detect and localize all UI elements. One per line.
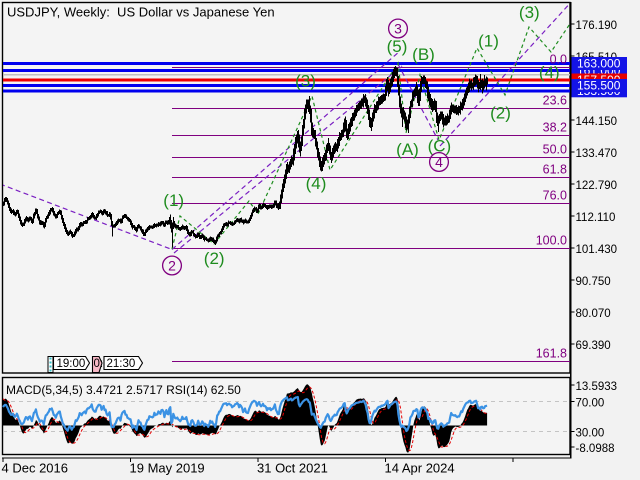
svg-text:2: 2 — [168, 258, 176, 274]
svg-text:3: 3 — [394, 21, 402, 37]
svg-text:100.0: 100.0 — [536, 233, 567, 247]
svg-text:(1): (1) — [163, 191, 184, 210]
svg-text:(2): (2) — [204, 249, 225, 268]
svg-text:19 May 2019: 19 May 2019 — [130, 461, 205, 476]
svg-text:(3): (3) — [295, 72, 316, 91]
svg-text:38.2: 38.2 — [543, 120, 567, 134]
svg-text:USDJPY, Weekly: US Dollar vs: USDJPY, Weekly: US Dollar vs Japanese Ye… — [7, 5, 275, 20]
svg-text:14 Apr 2024: 14 Apr 2024 — [385, 461, 455, 476]
svg-text:19:00: 19:00 — [57, 358, 86, 370]
svg-text:176.190: 176.190 — [576, 20, 618, 32]
svg-text:(5): (5) — [387, 37, 408, 56]
svg-text:(C): (C) — [428, 137, 452, 156]
svg-text:144.150: 144.150 — [576, 116, 618, 128]
svg-text:(3): (3) — [519, 3, 540, 22]
svg-text:13.5933: 13.5933 — [576, 381, 618, 393]
svg-text:133.470: 133.470 — [576, 148, 618, 160]
svg-text:50.0: 50.0 — [543, 142, 567, 156]
svg-text:101.430: 101.430 — [576, 244, 618, 256]
svg-text:76.0: 76.0 — [543, 188, 567, 202]
svg-text:(4): (4) — [306, 174, 327, 193]
svg-text:31 Oct 2021: 31 Oct 2021 — [257, 461, 328, 476]
svg-text:155.500: 155.500 — [577, 79, 621, 93]
svg-text:4: 4 — [435, 154, 443, 170]
svg-text:122.790: 122.790 — [576, 180, 618, 192]
svg-text:61.8: 61.8 — [543, 162, 567, 176]
svg-text:69.390: 69.390 — [576, 340, 611, 352]
svg-text:(4): (4) — [539, 63, 560, 82]
svg-text:(B): (B) — [412, 45, 435, 64]
svg-text:30.00: 30.00 — [576, 428, 605, 440]
svg-text:(A): (A) — [396, 140, 419, 159]
svg-text:-8.0988: -8.0988 — [576, 443, 615, 455]
svg-text:21:30: 21:30 — [107, 358, 136, 370]
svg-text:163.000: 163.000 — [577, 57, 621, 71]
svg-text:112.110: 112.110 — [576, 212, 616, 224]
svg-text:0.0: 0.0 — [550, 52, 567, 66]
svg-text:80.070: 80.070 — [576, 308, 611, 320]
svg-text:0:: 0: — [94, 358, 104, 370]
svg-text:70.00: 70.00 — [576, 398, 605, 410]
svg-text:161.8: 161.8 — [536, 346, 567, 360]
svg-text:(2): (2) — [490, 104, 511, 123]
svg-text:MACD(5,34,5) 3.4721 2.5717 RSI: MACD(5,34,5) 3.4721 2.5717 RSI(14) 62.50 — [6, 383, 241, 397]
svg-text:4 Dec 2016: 4 Dec 2016 — [2, 461, 69, 476]
svg-text:(1): (1) — [478, 32, 499, 51]
svg-text:23.6: 23.6 — [543, 93, 567, 107]
svg-text:90.750: 90.750 — [576, 276, 611, 288]
